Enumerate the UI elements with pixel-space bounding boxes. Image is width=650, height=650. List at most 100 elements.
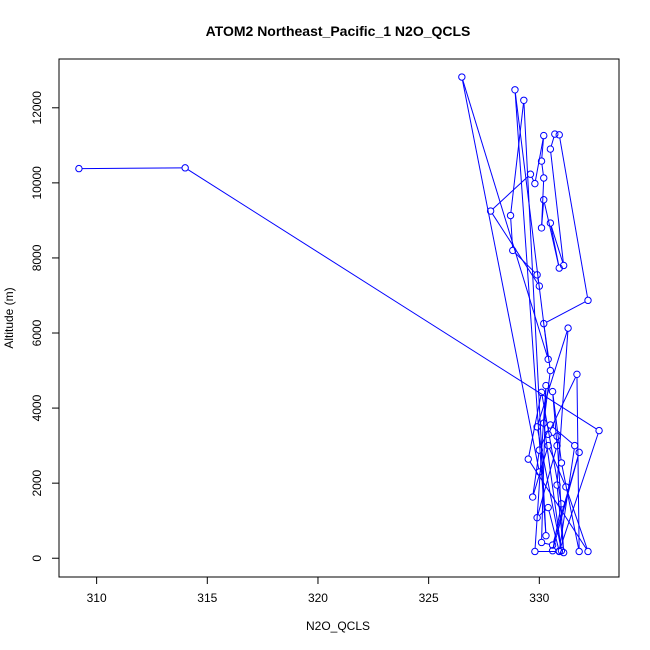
data-point — [557, 459, 566, 467]
data-point — [542, 532, 550, 540]
x-axis: 310 315 320 325 330 — [87, 576, 550, 605]
data-point — [564, 324, 572, 332]
data-point — [553, 481, 561, 489]
series-segment — [566, 489, 588, 549]
series-segment — [532, 453, 540, 494]
series-segment — [462, 79, 548, 357]
data-point — [533, 513, 541, 522]
data-point — [544, 503, 552, 512]
series-segment — [548, 448, 566, 485]
y-tick-label: 0 — [30, 555, 44, 562]
series-segment — [187, 169, 597, 430]
series-segment — [548, 510, 559, 549]
series-segment — [534, 138, 544, 181]
data-point — [555, 264, 563, 272]
data-point — [584, 296, 592, 305]
series-segment — [576, 377, 580, 549]
series-segment — [556, 331, 569, 482]
series-segment — [514, 92, 549, 357]
data-point — [486, 207, 495, 215]
series-segment — [510, 103, 524, 213]
data-point — [584, 547, 592, 556]
chart-title: ATOM2 Northeast_Pacific_1 N2O_QCLS — [206, 23, 471, 39]
data-point — [546, 366, 555, 375]
data-point — [557, 500, 566, 508]
series-segment — [550, 152, 564, 263]
series-segment — [533, 448, 548, 495]
data-point — [540, 174, 548, 182]
data-point — [575, 547, 583, 556]
data-point — [75, 164, 83, 173]
x-axis-label: N2O_QCLS — [306, 619, 370, 633]
series-segment — [543, 202, 560, 266]
series-segment — [461, 80, 540, 469]
y-tick-label: 4000 — [30, 394, 44, 421]
x-tick-label: 320 — [308, 591, 328, 605]
data-point — [526, 170, 535, 178]
data-point — [535, 468, 544, 476]
series-segment — [559, 433, 599, 549]
data-point — [540, 131, 548, 140]
y-axis-label: Altitude (m) — [2, 287, 16, 348]
series-segment — [544, 542, 550, 545]
y-tick-label: 10000 — [30, 166, 44, 200]
series-segment — [531, 176, 534, 181]
series-segment — [82, 167, 182, 170]
series-segment — [537, 448, 557, 515]
series-segment — [543, 373, 551, 420]
data-point — [531, 547, 539, 556]
data-point — [546, 145, 555, 153]
y-tick-label: 8000 — [30, 244, 44, 271]
data-point — [551, 130, 559, 138]
data-point — [557, 547, 566, 555]
series-segment — [514, 92, 547, 533]
data-point — [546, 219, 555, 227]
data-point — [595, 426, 603, 435]
data-point — [537, 224, 546, 232]
x-tick-label: 315 — [197, 591, 217, 605]
data-point — [506, 211, 515, 220]
data-point — [535, 446, 544, 454]
data-point — [528, 493, 537, 501]
data-point — [511, 86, 519, 94]
series-segment — [541, 138, 544, 158]
data-point — [524, 455, 532, 463]
marker-layer — [75, 73, 603, 557]
data-point — [542, 381, 550, 390]
data-point — [540, 196, 548, 204]
series-segment — [546, 301, 586, 323]
series-segment — [556, 439, 564, 550]
y-tick-label: 2000 — [30, 469, 44, 496]
data-point — [181, 164, 189, 172]
data-point — [562, 483, 570, 491]
data-point — [559, 548, 568, 557]
y-tick-label: 12000 — [30, 91, 44, 125]
x-tick-label: 310 — [87, 591, 107, 605]
series-segment — [556, 488, 564, 550]
data-point — [537, 157, 546, 165]
data-point — [533, 423, 541, 431]
series-segment — [541, 164, 544, 175]
data-point — [531, 179, 539, 188]
data-point — [540, 419, 548, 427]
data-point — [544, 430, 552, 439]
series-segment — [559, 137, 588, 298]
data-point — [537, 388, 546, 397]
data-point — [544, 441, 552, 450]
series-segment — [561, 465, 580, 549]
data-point — [509, 246, 517, 255]
data-point — [546, 421, 555, 429]
series-segment — [550, 225, 564, 263]
series-segment — [492, 176, 529, 210]
data-point — [555, 131, 563, 139]
data-point — [573, 370, 581, 379]
data-point — [458, 73, 466, 81]
data-point — [553, 432, 561, 440]
x-tick-label: 325 — [419, 591, 439, 605]
data-point — [548, 541, 557, 549]
y-tick-label: 6000 — [30, 319, 44, 346]
data-point — [537, 538, 546, 547]
series-segment — [543, 426, 562, 548]
